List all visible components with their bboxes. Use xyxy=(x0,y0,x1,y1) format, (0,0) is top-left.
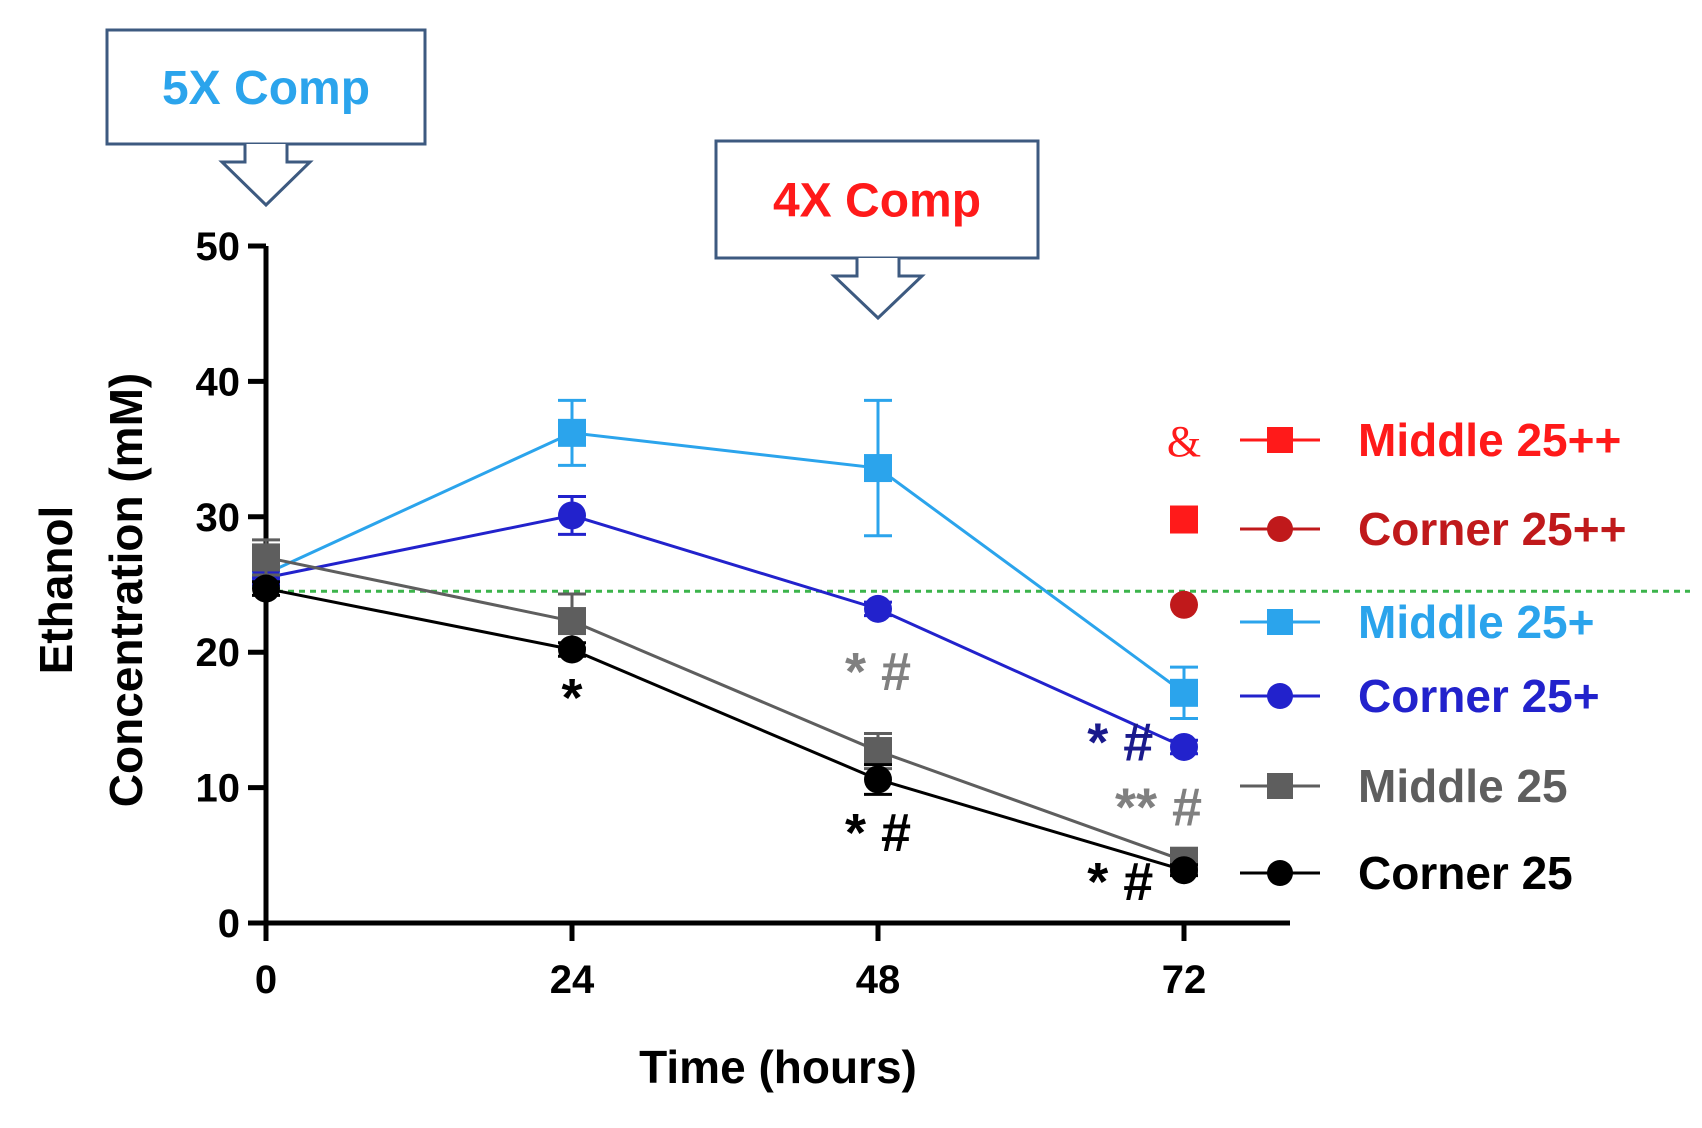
data-point xyxy=(558,418,586,447)
data-point xyxy=(558,635,586,664)
legend: Middle 25++ Corner 25++ Middle 25+ Corner 2… xyxy=(1240,414,1626,899)
sig-72-middle: ** # xyxy=(1115,778,1202,838)
data-point xyxy=(1170,678,1198,707)
series-line xyxy=(265,431,1185,695)
legend-label: Middle 25+ xyxy=(1358,596,1594,648)
legend-label: Corner 25++ xyxy=(1358,503,1626,555)
legend-item-middle-25: Middle 25 xyxy=(1240,760,1568,812)
series-corner-25- xyxy=(1170,590,1198,619)
callout-box xyxy=(105,28,427,146)
series-line xyxy=(265,587,1185,872)
data-point xyxy=(864,454,892,483)
series-middle-25- xyxy=(1170,505,1198,534)
callout-arrow-icon xyxy=(218,144,314,208)
y-tick-label: 30 xyxy=(196,496,241,540)
x-tick-label: 24 xyxy=(550,958,595,1002)
data-point xyxy=(558,607,586,636)
data-point xyxy=(864,594,892,623)
series-layer xyxy=(252,398,1198,885)
sig-48-corner: * # xyxy=(845,803,911,863)
y-axis-title: Ethanol Concentration (mM) xyxy=(30,373,152,807)
y-tick-label: 40 xyxy=(196,360,241,404)
sig-72-corner: * # xyxy=(1087,852,1153,912)
data-point xyxy=(864,765,892,794)
data-point xyxy=(252,543,280,572)
data-point xyxy=(558,501,586,530)
x-tick-label: 72 xyxy=(1162,958,1207,1002)
sig-24-corner: * xyxy=(561,668,582,728)
callout-4x: 4X Comp xyxy=(714,139,1040,321)
callout-arrow-icon xyxy=(830,258,926,321)
sig-48-middle: * # xyxy=(845,642,911,702)
legend-item-corner-25-: Corner 25+ xyxy=(1240,670,1600,722)
data-point xyxy=(864,737,892,766)
legend-item-corner-25-: Corner 25++ xyxy=(1240,503,1626,555)
series-line xyxy=(265,513,1185,749)
amp-72: & xyxy=(1167,417,1201,466)
legend-marker-icon xyxy=(1267,860,1293,886)
legend-item-middle-25-: Middle 25+ xyxy=(1240,596,1594,648)
legend-label: Middle 25++ xyxy=(1358,414,1621,466)
series-corner-25- xyxy=(252,494,1198,761)
callout-5x: 5X Comp xyxy=(105,28,427,208)
y-tick-label: 50 xyxy=(196,225,241,269)
axes: Time (hours) Ethanol Concentration (mM) … xyxy=(30,225,1290,1093)
legend-marker-icon xyxy=(1267,516,1293,542)
x-tick-label: 48 xyxy=(856,958,901,1002)
legend-label: Corner 25 xyxy=(1358,847,1573,899)
legend-label: Middle 25 xyxy=(1358,760,1568,812)
sig-72-cornerplus: * # xyxy=(1087,713,1153,773)
callout-label: 5X Comp xyxy=(162,62,370,115)
series-line xyxy=(265,555,1185,863)
legend-marker-icon xyxy=(1267,427,1293,453)
x-tick-label: 0 xyxy=(255,958,277,1002)
y-tick-label: 0 xyxy=(218,902,240,946)
data-point xyxy=(252,574,280,603)
legend-label: Corner 25+ xyxy=(1358,670,1600,722)
data-point xyxy=(1170,505,1198,534)
y-axis-title-line-1: Ethanol xyxy=(30,506,82,675)
y-tick-label: 20 xyxy=(196,631,241,675)
legend-item-corner-25: Corner 25 xyxy=(1240,847,1573,899)
y-axis-title-line-2: Concentration (mM) xyxy=(100,373,152,807)
data-point xyxy=(1170,856,1198,885)
x-axis-title: Time (hours) xyxy=(639,1041,917,1093)
series-corner-25 xyxy=(252,574,1198,885)
callout-layer: 5X Comp 4X Comp xyxy=(105,28,1040,321)
callout-box xyxy=(714,139,1040,260)
annotation-layer: * * #* #* #** #* #& xyxy=(561,417,1202,912)
data-point xyxy=(1170,732,1198,761)
callout-label: 4X Comp xyxy=(773,175,981,228)
legend-marker-icon xyxy=(1267,683,1293,709)
legend-marker-icon xyxy=(1267,609,1293,635)
legend-marker-icon xyxy=(1267,773,1293,799)
series-middle-25 xyxy=(252,538,1198,875)
data-point xyxy=(1170,590,1198,619)
y-tick-label: 10 xyxy=(196,767,241,811)
legend-item-middle-25-: Middle 25++ xyxy=(1240,414,1621,466)
series-middle-25- xyxy=(252,398,1198,721)
